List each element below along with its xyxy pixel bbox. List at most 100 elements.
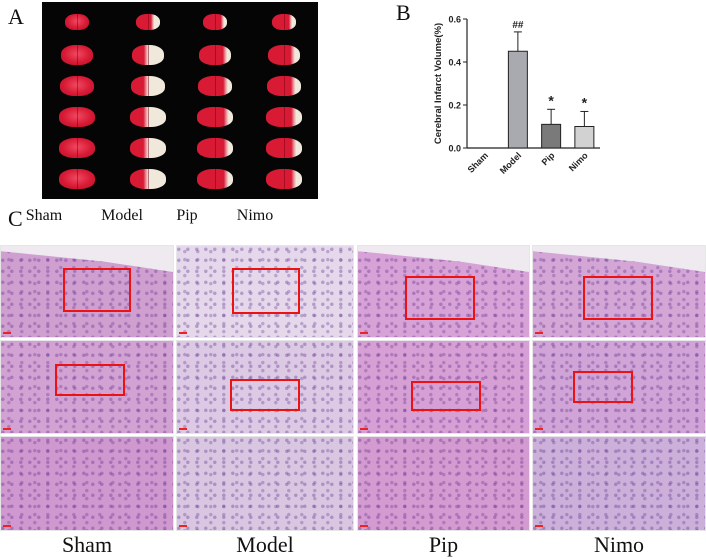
y-tick-label: 0.4 bbox=[448, 58, 461, 68]
ttc-slices-image bbox=[42, 2, 318, 199]
brain-slice bbox=[199, 45, 231, 65]
scale-bar bbox=[179, 332, 187, 334]
y-tick-label: 0.6 bbox=[448, 15, 461, 25]
brain-slice bbox=[59, 138, 95, 158]
slice-midline bbox=[148, 76, 149, 96]
brain-slice bbox=[266, 138, 302, 158]
brain-slice bbox=[267, 76, 301, 96]
histology-tile bbox=[532, 340, 706, 434]
histology-tile bbox=[357, 340, 530, 434]
significance-marker: * bbox=[582, 94, 588, 110]
scale-bar bbox=[360, 428, 368, 430]
slice-midline bbox=[215, 138, 216, 158]
roi-box bbox=[583, 276, 653, 320]
slice-midline bbox=[148, 107, 149, 127]
histology-group-label: Pip bbox=[428, 532, 459, 557]
slice-midline bbox=[284, 76, 285, 96]
scale-bar bbox=[3, 525, 11, 527]
significance-marker: ## bbox=[512, 20, 524, 31]
brain-slice bbox=[203, 14, 227, 30]
slice-midline bbox=[148, 138, 149, 158]
scale-bar bbox=[360, 332, 368, 334]
slice-group-label: Sham bbox=[25, 207, 63, 224]
x-tick-label: Model bbox=[498, 150, 523, 175]
significance-marker: * bbox=[548, 92, 554, 108]
y-tick-label: 0.0 bbox=[448, 144, 461, 154]
slice-midline bbox=[77, 45, 78, 65]
x-tick-label: Sham bbox=[466, 150, 490, 174]
roi-box bbox=[405, 276, 475, 320]
panel-letter-a: A bbox=[8, 4, 24, 29]
brain-slice bbox=[132, 45, 164, 65]
scale-bar bbox=[3, 428, 11, 430]
slice-midline bbox=[215, 76, 216, 96]
slice-midline bbox=[77, 169, 78, 189]
scale-bar bbox=[360, 525, 368, 527]
slice-midline bbox=[284, 45, 285, 65]
slice-midline bbox=[77, 107, 78, 127]
brain-slice bbox=[130, 169, 166, 189]
histology-tile bbox=[357, 436, 530, 531]
tissue-edge bbox=[533, 246, 705, 272]
brain-slice bbox=[272, 14, 296, 30]
slice-midline bbox=[215, 45, 216, 65]
bar bbox=[541, 123, 562, 149]
slice-group-label: Nimo bbox=[236, 207, 274, 224]
slice-midline bbox=[215, 14, 216, 30]
histology-tile bbox=[0, 340, 174, 434]
roi-box bbox=[232, 268, 300, 314]
roi-box bbox=[573, 371, 633, 403]
slice-midline bbox=[148, 45, 149, 65]
histology-tile bbox=[532, 436, 706, 531]
histology-tile bbox=[0, 436, 174, 531]
histology-tile bbox=[176, 340, 354, 434]
scale-bar bbox=[535, 428, 543, 430]
slice-group-label: Model bbox=[101, 207, 143, 224]
slice-midline bbox=[284, 138, 285, 158]
panel-letter-b: B bbox=[396, 0, 411, 25]
roi-box bbox=[55, 364, 125, 396]
slice-midline bbox=[77, 76, 78, 96]
slice-group-label: Pip bbox=[176, 207, 198, 224]
roi-box bbox=[63, 268, 131, 312]
brain-slice bbox=[60, 76, 94, 96]
slice-midline bbox=[284, 169, 285, 189]
brain-slice bbox=[136, 14, 160, 30]
scale-bar bbox=[179, 428, 187, 430]
brain-slice bbox=[266, 107, 302, 127]
roi-box bbox=[230, 379, 300, 411]
histology-tile bbox=[0, 245, 174, 338]
slice-midline bbox=[215, 169, 216, 189]
brain-slice bbox=[59, 169, 95, 189]
histology-tile bbox=[532, 245, 706, 338]
scale-bar bbox=[535, 332, 543, 334]
brain-slice bbox=[197, 138, 233, 158]
slice-midline bbox=[77, 14, 78, 30]
slice-midline bbox=[215, 107, 216, 127]
slice-midline bbox=[77, 138, 78, 158]
slice-midline bbox=[284, 107, 285, 127]
slice-midline bbox=[284, 14, 285, 30]
brain-slice bbox=[130, 138, 166, 158]
x-tick-label: Nimo bbox=[567, 150, 590, 173]
x-tick-label: Pip bbox=[540, 150, 557, 167]
brain-slice bbox=[61, 45, 93, 65]
brain-slice bbox=[266, 169, 302, 189]
scale-bar bbox=[3, 332, 11, 334]
brain-slice bbox=[197, 107, 233, 127]
brain-slice bbox=[130, 107, 166, 127]
panel-letter-c: C bbox=[8, 206, 23, 231]
brain-slice bbox=[268, 45, 300, 65]
brain-slice bbox=[65, 14, 89, 30]
scale-bar bbox=[179, 525, 187, 527]
histology-tile bbox=[176, 245, 354, 338]
histology-group-label: Model bbox=[236, 532, 294, 557]
histology-group-label: Nimo bbox=[593, 532, 645, 557]
brain-slice bbox=[59, 107, 95, 127]
brain-slice bbox=[198, 76, 232, 96]
histology-tile bbox=[357, 245, 530, 338]
slice-midline bbox=[148, 169, 149, 189]
roi-box bbox=[411, 381, 481, 411]
bar bbox=[574, 126, 595, 149]
y-tick-label: 0.2 bbox=[448, 101, 461, 111]
